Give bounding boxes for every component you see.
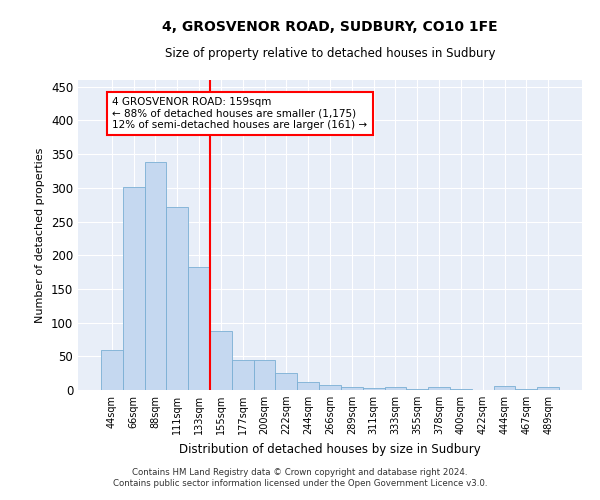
X-axis label: Distribution of detached houses by size in Sudbury: Distribution of detached houses by size … [179, 442, 481, 456]
Text: 4, GROSVENOR ROAD, SUDBURY, CO10 1FE: 4, GROSVENOR ROAD, SUDBURY, CO10 1FE [162, 20, 498, 34]
Bar [428, 386, 450, 390]
Text: Size of property relative to detached houses in Sudbury: Size of property relative to detached ho… [165, 48, 495, 60]
Bar [166, 206, 188, 390]
Bar [537, 386, 559, 390]
Bar [188, 266, 210, 390]
Bar [406, 388, 428, 390]
Bar [123, 187, 145, 390]
Bar [319, 386, 341, 390]
Bar [232, 360, 254, 390]
Bar [254, 360, 275, 390]
Text: 4 GROSVENOR ROAD: 159sqm
← 88% of detached houses are smaller (1,175)
12% of sem: 4 GROSVENOR ROAD: 159sqm ← 88% of detach… [112, 97, 367, 130]
Bar [494, 386, 515, 390]
Bar [210, 330, 232, 390]
Bar [297, 382, 319, 390]
Bar [341, 388, 363, 390]
Bar [145, 162, 166, 390]
Text: Contains HM Land Registry data © Crown copyright and database right 2024.
Contai: Contains HM Land Registry data © Crown c… [113, 468, 487, 487]
Bar [385, 388, 406, 390]
Bar [363, 388, 385, 390]
Bar [275, 373, 297, 390]
Y-axis label: Number of detached properties: Number of detached properties [35, 148, 46, 322]
Bar [101, 350, 123, 390]
